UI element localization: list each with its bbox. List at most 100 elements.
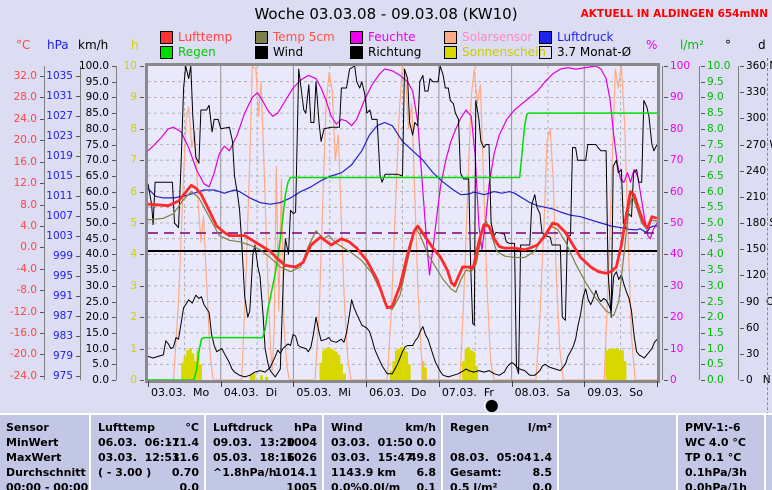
axis-tick-mark <box>740 66 744 67</box>
axis-tick-label: 60.0 <box>85 185 109 198</box>
axis-tick-mark <box>112 364 116 366</box>
axis-tick-label: 0.0 <box>707 374 724 386</box>
axis-tick-label: 1035 <box>46 70 73 83</box>
axis-tick-label: 1.0 <box>707 342 724 355</box>
axis-tick-label: 20 <box>670 311 684 324</box>
sunshine-bar <box>327 347 331 380</box>
axis-tick-label: 360 N <box>746 60 772 72</box>
x-axis-tick <box>438 381 440 387</box>
table-cell-text: Gesamt: <box>450 466 502 479</box>
legend-swatch-icon <box>350 31 363 44</box>
sunshine-bar <box>324 348 328 380</box>
axis-tick-label: 0.0 <box>92 374 109 386</box>
axis-tick-label: 7.0 <box>707 154 724 167</box>
axis-tick-mark <box>76 195 80 197</box>
axis-tick-label: 2.5 <box>707 295 724 308</box>
sunshine-bar <box>623 361 627 380</box>
axis-tick-mark <box>40 225 44 227</box>
axis-tick-mark <box>701 238 705 240</box>
axis-tick-label: 10.0 <box>707 60 731 72</box>
axis-tick-label: 2.0 <box>707 311 724 324</box>
axis-tick-label: 975 <box>52 369 73 382</box>
feuchte-line <box>148 66 657 276</box>
axis-tick-mark <box>664 223 668 224</box>
axis-tick-mark <box>701 348 705 350</box>
legend-label: Richtung <box>368 45 422 59</box>
axis-tick-label: 1019 <box>46 150 73 162</box>
column-title: Lufttemp <box>98 421 155 434</box>
axis-tick-label: 45.0 <box>85 232 109 245</box>
axis-tick-mark <box>664 380 668 381</box>
axis-tick-mark <box>664 66 668 67</box>
axis-tick-mark <box>112 97 116 99</box>
axis-tick-mark <box>701 97 705 99</box>
axis-tick-label: -4.0 <box>16 262 38 275</box>
axis-tick-mark <box>664 97 668 99</box>
table-column-separator <box>676 415 678 490</box>
axis-tick-mark <box>701 81 705 83</box>
sunshine-bar <box>423 367 427 380</box>
axis-tick-mark <box>740 301 744 303</box>
legend-swatch-icon <box>539 31 552 44</box>
axis-tick-label: 180 S <box>746 217 772 229</box>
plot-area <box>145 63 660 383</box>
axis-tick-label: 240 <box>746 164 767 177</box>
axis-tick-mark <box>664 285 668 287</box>
sunshine-bar <box>322 350 326 380</box>
table-column-separator <box>557 415 559 490</box>
sunshine-bar <box>186 350 190 380</box>
axis-tick-mark <box>740 249 744 251</box>
axis-tick-mark <box>112 175 116 177</box>
table-cell-text: 0.1hPa/3h <box>685 466 748 479</box>
axis-tick-label: 9.0 <box>707 91 724 104</box>
sunshine-bar <box>608 348 612 380</box>
axis-tick-mark <box>740 223 744 224</box>
legend-swatch-icon <box>444 46 457 59</box>
axis-tick-label: 3.5 <box>707 264 724 277</box>
axis-tick-mark <box>76 355 80 357</box>
axis-tick-mark <box>76 176 80 177</box>
axis-tick-label: 4 <box>130 248 137 261</box>
axis-tick-label: 4.0 <box>707 248 724 261</box>
table-cell-value: 0.0 <box>416 436 437 449</box>
axis-tick-label: 24.0 <box>13 112 37 125</box>
column-title: Wind <box>331 421 363 434</box>
axis-tick-label: 5.5 <box>707 201 724 214</box>
axis-tick-label: 30 <box>746 347 760 360</box>
axis-tick-mark <box>40 268 44 270</box>
sunshine-bar <box>329 348 333 380</box>
axis-tick-mark <box>112 160 116 162</box>
axis-tick-mark <box>140 254 144 256</box>
axis-tick-mark <box>40 161 44 163</box>
axis-tick-mark <box>112 207 116 209</box>
axis-tick-label: 95.0 <box>85 75 109 88</box>
axis-tick-mark <box>701 301 705 303</box>
axis-tick-mark <box>112 113 116 115</box>
axis-tick-label: 1 <box>130 342 137 355</box>
axis-tick-mark <box>740 144 744 146</box>
x-axis-tick <box>293 381 295 387</box>
row-label: MaxWert <box>6 451 62 464</box>
legend-swatch-icon <box>160 31 173 44</box>
legend-label: Luftdruck <box>557 30 614 44</box>
table-column-separator <box>764 415 766 490</box>
axis-tick-mark <box>40 204 44 206</box>
axis-tick-mark <box>664 317 668 319</box>
axis-tick-mark <box>76 215 80 217</box>
axis-tick-mark <box>664 160 668 162</box>
column-unit: °C <box>185 421 199 434</box>
axis-tick-label: 6.0 <box>707 185 724 198</box>
sunshine-bar <box>397 348 401 380</box>
table-cell-value: 1005 <box>286 481 317 490</box>
x-axis-label: 04.03. Di <box>223 386 278 399</box>
axis-tick-label: 32.0 <box>13 70 37 83</box>
axis-tick-label: 50 <box>670 217 684 229</box>
table-cell-text: 03.03. 15:47 <box>331 451 413 464</box>
axis-unit-°: ° <box>725 38 731 52</box>
axis-tick-label: 1031 <box>46 90 73 103</box>
axis-tick-label: 85.0 <box>85 107 109 120</box>
sunshine-bar <box>405 351 409 380</box>
axis-line <box>116 66 117 380</box>
axis-tick-mark <box>112 285 116 287</box>
axis-tick-label: 995 <box>52 269 73 282</box>
